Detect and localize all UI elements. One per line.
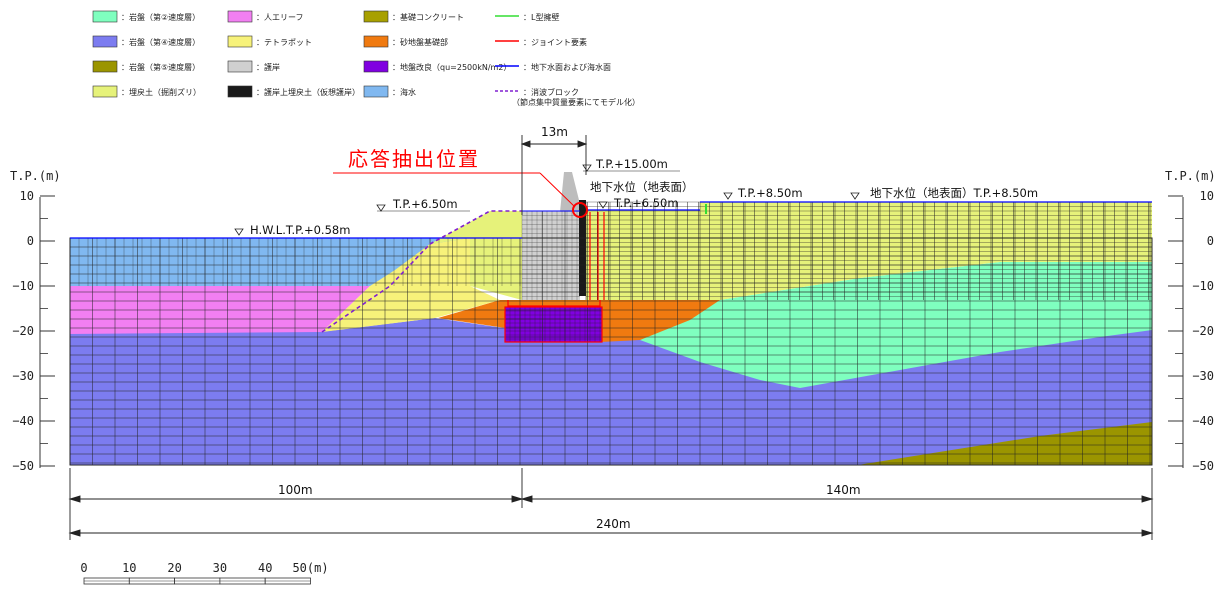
legend-label: ：岩盤（第⑤速度層） <box>121 62 200 72</box>
layer-backfill <box>586 202 1152 302</box>
layer-rock-2 <box>640 262 1152 388</box>
legend-label: ：ジョイント要素 <box>523 37 587 47</box>
y-tick-label-left: 10 <box>20 189 34 203</box>
label-gw-center: 地下水位（地表面） <box>590 180 694 194</box>
legend-label: ：護岸 <box>256 62 280 72</box>
axis-title-left: T.P.(m) <box>10 169 61 183</box>
y-tick-label-right: −40 <box>1192 414 1214 428</box>
wave-block-line <box>321 210 522 333</box>
scale-label: 40 <box>258 561 272 575</box>
label-tp-15: T.P.+15.00m <box>595 157 668 171</box>
y-tick-label-right: 10 <box>1200 189 1214 203</box>
legend-item-artificial-reef: ：人エリーフ <box>227 10 304 23</box>
layer-backfill-left <box>430 211 522 300</box>
legend-label: ：L型擁壁 <box>523 12 559 22</box>
scale-label: 10 <box>122 561 136 575</box>
y-axis-left: T.P.(m) 10 0 −10 −20 −30 −40 −50 <box>10 169 61 473</box>
legend-item-rock-4: ：岩盤（第④速度層） <box>92 35 200 48</box>
legend-item-tetrapod: ：テトラポット <box>227 35 312 48</box>
legend-item-seawater: ：海水 <box>363 85 416 98</box>
legend-item-rock-2: ：岩盤（第②速度層） <box>92 10 200 23</box>
legend-item-l-wall: ：L型擁壁 <box>495 12 559 22</box>
scale-label: 50(m) <box>292 561 328 575</box>
legend-item-joint: ：ジョイント要素 <box>495 37 587 47</box>
y-tick-label-left: −30 <box>12 369 34 383</box>
legend-item-water-table: ：地下水面および海水面 <box>495 62 611 72</box>
legend-label: ：埋戻土（掘削ズリ） <box>121 87 201 97</box>
legend-label: ：人エリーフ <box>256 13 304 22</box>
legend-label: ：海水 <box>392 87 416 97</box>
legend-label: ：岩盤（第②速度層） <box>121 12 200 22</box>
legend-label: ：地下水面および海水面 <box>523 62 611 72</box>
response-point-label: 応答抽出位置 <box>348 147 480 171</box>
legend-label: ：地盤改良（qu=2500kN/m2） <box>392 62 511 72</box>
dimension-lines <box>68 135 1154 540</box>
legend-label: ：テトラポット <box>256 38 312 47</box>
y-tick-label-right: −20 <box>1192 324 1214 338</box>
fe-mesh <box>69 201 1153 466</box>
legend: ：岩盤（第②速度層） ：岩盤（第④速度層） ：岩盤（第⑤速度層） ：埋戻土（掘削… <box>92 10 640 107</box>
response-point-marker <box>572 202 588 218</box>
label-hwl: H.W.L.T.P.+0.58m <box>250 223 350 237</box>
layer-foundation-concrete <box>560 172 579 212</box>
label-tp-650-left: T.P.+6.50m <box>392 197 458 211</box>
legend-item-revetment: ：護岸 <box>227 60 280 73</box>
legend-item-foundation-concrete: ：基礎コンクリート <box>363 10 464 23</box>
axis-title-right: T.P.(m) <box>1165 169 1216 183</box>
y-tick-label-left: −50 <box>12 459 34 473</box>
scale-label: 0 <box>80 561 87 575</box>
annotations: 応答抽出位置 T.P.+15.00m 地下水位（地表面） T.P.+6.50m … <box>234 147 1038 237</box>
legend-item-sand-foundation: ：砂地盤基礎部 <box>363 35 448 48</box>
legend-item-rock-5: ：岩盤（第⑤速度層） <box>92 60 200 73</box>
joint-elements <box>504 212 605 343</box>
scale-bar: 0 10 20 30 40 50(m) <box>80 561 329 585</box>
legend-item-wave-block: ：消波ブロック （節点集中質量要素にてモデル化） <box>495 87 640 107</box>
legend-label: ：砂地盤基礎部 <box>392 37 448 47</box>
water-lines <box>70 201 1152 239</box>
y-tick-label-right: −50 <box>1192 459 1214 473</box>
legend-item-backfill: ：埋戻土（掘削ズリ） <box>92 85 201 98</box>
y-tick-label-right: −30 <box>1192 369 1214 383</box>
dim-140m: 140m <box>826 483 861 497</box>
legend-label: ：消波ブロック <box>523 87 579 97</box>
legend-note: （節点集中質量要素にてモデル化） <box>512 97 640 107</box>
scale-label: 30 <box>213 561 227 575</box>
layer-tetrapod <box>322 238 500 332</box>
legend-item-ground-improvement: ：地盤改良（qu=2500kN/m2） <box>363 60 511 73</box>
dim-13m: 13m <box>541 125 568 139</box>
y-tick-label-left: −20 <box>12 324 34 338</box>
layer-ground-improvement <box>505 307 602 342</box>
label-tp-650-right: T.P.+6.50m <box>613 196 679 210</box>
y-tick-label-left: −40 <box>12 414 34 428</box>
label-tp-850: T.P.+8.50m <box>737 186 803 200</box>
legend-label: ：護岸上埋戻土（仮想護岸） <box>256 87 360 97</box>
legend-item-virtual-revetment: ：護岸上埋戻土（仮想護岸） <box>227 85 360 98</box>
y-tick-label-right: 0 <box>1207 234 1214 248</box>
scale-label: 20 <box>167 561 181 575</box>
dim-240m: 240m <box>596 517 631 531</box>
y-tick-label-right: −10 <box>1192 279 1214 293</box>
legend-label: ：基礎コンクリート <box>392 12 464 22</box>
legend-label: ：岩盤（第④速度層） <box>121 37 200 47</box>
y-tick-label-left: −10 <box>12 279 34 293</box>
label-gw-right: 地下水位（地表面）T.P.+8.50m <box>870 186 1038 200</box>
y-axis-right: T.P.(m) 10 0 −10 −20 −30 −40 −50 <box>1165 169 1216 473</box>
layer-virtual-revetment <box>579 200 586 296</box>
dim-100m: 100m <box>278 483 313 497</box>
y-tick-label-left: 0 <box>27 234 34 248</box>
geology-layers <box>70 172 1152 465</box>
